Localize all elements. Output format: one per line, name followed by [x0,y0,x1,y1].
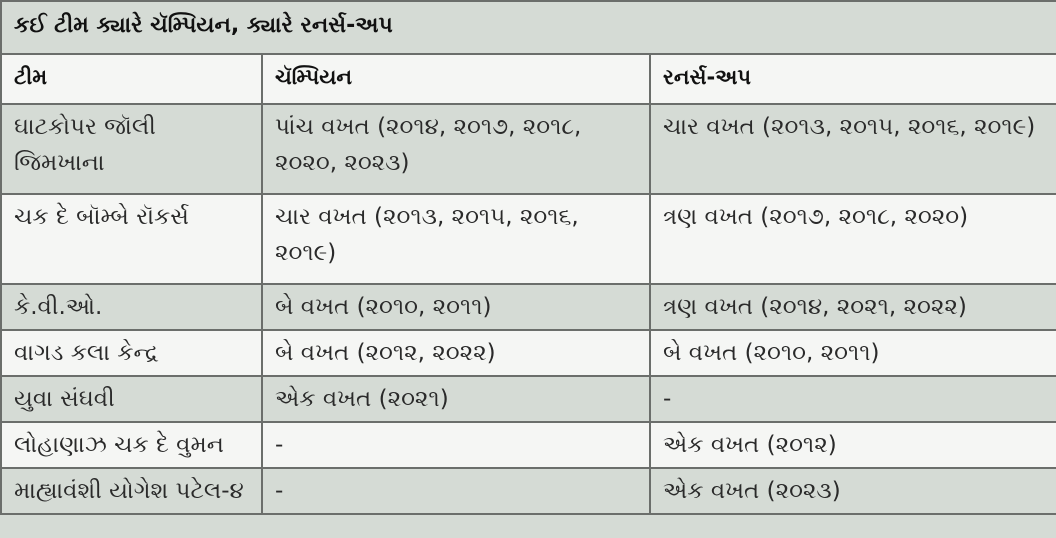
team-cell: ચક દે બૉમ્બે રૉકર્સ [0,193,263,285]
header-champion: ચૅમ્પિયન [261,53,651,105]
header-runner-up: રનર્સ-અપ [648,53,1056,105]
runner-up-cell: એક વખત (૨૦૧૨) [648,421,1056,469]
header-team: ટીમ [0,53,263,105]
runner-up-cell: - [648,375,1056,423]
table-row: વાગડ કલા કેન્દ્ર બે વખત (૨૦૧૨, ૨૦૨૨) બે વખ… [0,329,1056,377]
team-cell: કે.વી.ઓ. [0,283,263,331]
champion-cell: પાંચ વખત (૨૦૧૪, ૨૦૧૭, ૨૦૧૮, ૨૦૨૦, ૨૦૨૩) [261,103,651,195]
champion-cell: - [261,421,651,469]
table-row: કે.વી.ઓ. બે વખત (૨૦૧૦, ૨૦૧૧) ત્રણ વખત (૨૦૧… [0,283,1056,331]
header-row: ટીમ ચૅમ્પિયન રનર્સ-અપ [0,53,1056,105]
runner-up-cell: ત્રણ વખત (૨૦૧૪, ૨૦૨૧, ૨૦૨૨) [648,283,1056,331]
table-title: કઈ ટીમ ક્યારે ચૅમ્પિયન, ક્યારે રનર્સ-અપ [0,0,1056,55]
champion-cell: ચાર વખત (૨૦૧૩, ૨૦૧૫, ૨૦૧૬, ૨૦૧૯) [261,193,651,285]
runner-up-cell: એક વખત (૨૦૨૩) [648,467,1056,515]
champion-cell: - [261,467,651,515]
team-cell: લોહાણાઝ ચક દે વુમન [0,421,263,469]
team-cell: યુવા સંઘવી [0,375,263,423]
runner-up-cell: ચાર વખત (૨૦૧૩, ૨૦૧૫, ૨૦૧૬, ૨૦૧૯) [648,103,1056,195]
table-row: લોહાણાઝ ચક દે વુમન - એક વખત (૨૦૧૨) [0,421,1056,469]
table-row: યુવા સંઘવી એક વખત (૨૦૨૧) - [0,375,1056,423]
runner-up-cell: ત્રણ વખત (૨૦૧૭, ૨૦૧૮, ૨૦૨૦) [648,193,1056,285]
table-row: માહ્યાવંશી યોગેશ પટેલ-૪- એક વખત (૨૦૨૩) [0,467,1056,515]
table-row: ચક દે બૉમ્બે રૉકર્સ ચાર વખત (૨૦૧૩, ૨૦૧૫, … [0,193,1056,285]
team-cell: ઘાટકોપર જૉલી જિમખાના [0,103,263,195]
table-row: ઘાટકોપર જૉલી જિમખાના પાંચ વખત (૨૦૧૪, ૨૦૧૭… [0,103,1056,195]
runner-up-cell: બે વખત (૨૦૧૦, ૨૦૧૧) [648,329,1056,377]
team-cell: વાગડ કલા કેન્દ્ર [0,329,263,377]
team-cell: માહ્યાવંશી યોગેશ પટેલ-૪ [0,467,263,515]
champion-cell: એક વખત (૨૦૨૧) [261,375,651,423]
champions-table: કઈ ટીમ ક્યારે ચૅમ્પિયન, ક્યારે રનર્સ-અપ … [0,0,1056,515]
champion-cell: બે વખત (૨૦૧૨, ૨૦૨૨) [261,329,651,377]
champion-cell: બે વખત (૨૦૧૦, ૨૦૧૧) [261,283,651,331]
